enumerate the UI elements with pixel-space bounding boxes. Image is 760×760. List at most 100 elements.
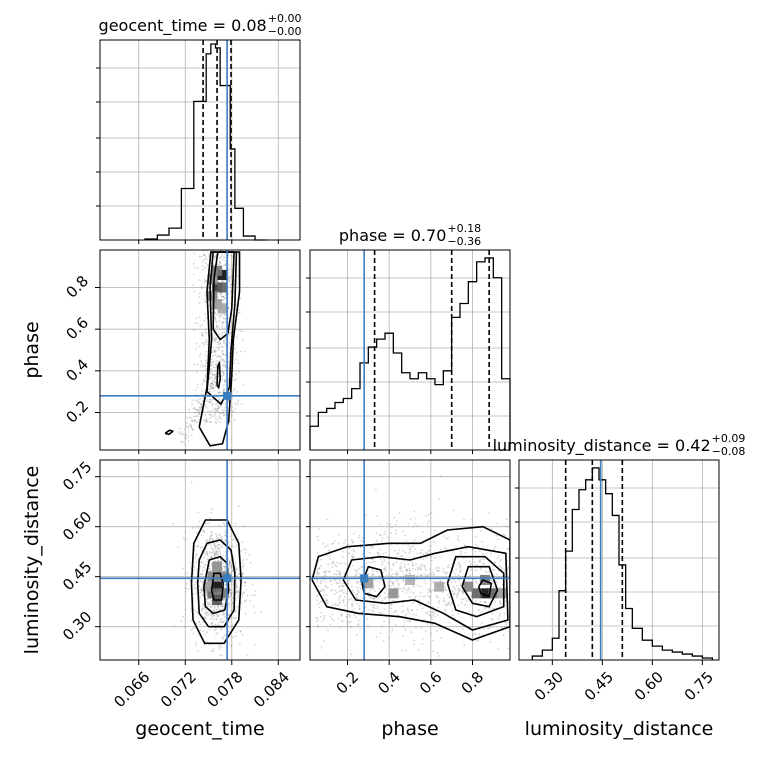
sample-point bbox=[216, 545, 219, 548]
sample-point bbox=[380, 625, 383, 628]
sample-point bbox=[431, 618, 434, 621]
sample-point bbox=[200, 589, 203, 592]
title-main-geocent_time: geocent_time = 0.08 bbox=[99, 16, 267, 36]
sample-point bbox=[213, 257, 216, 260]
sample-point bbox=[217, 341, 220, 344]
density-cell bbox=[363, 578, 374, 589]
sample-point bbox=[239, 330, 242, 332]
sample-point bbox=[229, 603, 232, 606]
sample-point bbox=[217, 398, 220, 401]
sample-point bbox=[205, 362, 208, 365]
sample-point bbox=[414, 517, 417, 520]
sample-point bbox=[494, 561, 497, 564]
sample-point bbox=[223, 341, 226, 344]
sample-point bbox=[462, 598, 465, 600]
sample-point bbox=[384, 565, 387, 568]
sample-point bbox=[352, 608, 355, 611]
sample-point bbox=[201, 594, 204, 597]
sample-point bbox=[400, 555, 403, 558]
sample-point bbox=[484, 601, 487, 603]
sample-point bbox=[221, 543, 224, 546]
sample-point bbox=[396, 552, 399, 555]
sample-point bbox=[459, 571, 461, 574]
sample-point bbox=[316, 580, 319, 583]
sample-point bbox=[489, 641, 492, 643]
sample-point bbox=[506, 568, 509, 571]
sample-point bbox=[430, 512, 433, 514]
sample-point bbox=[417, 649, 420, 652]
sample-point bbox=[204, 414, 207, 417]
sample-point bbox=[214, 339, 216, 341]
sample-point bbox=[491, 618, 494, 621]
sample-point bbox=[199, 547, 202, 549]
sample-point bbox=[439, 579, 442, 582]
sample-point bbox=[372, 574, 375, 577]
sample-point bbox=[242, 562, 245, 565]
sample-point bbox=[209, 376, 211, 378]
sample-point bbox=[222, 411, 225, 414]
sample-point bbox=[231, 580, 234, 583]
sample-point bbox=[216, 409, 219, 412]
contour-level-4 bbox=[461, 565, 499, 608]
sample-point bbox=[499, 560, 502, 563]
sample-point bbox=[436, 569, 439, 572]
sample-point bbox=[410, 545, 413, 548]
sample-point bbox=[316, 617, 319, 620]
sample-point bbox=[222, 365, 225, 368]
x-tick-label-luminosity_distance: 0.60 bbox=[631, 668, 667, 704]
sample-point bbox=[231, 397, 233, 399]
sample-point bbox=[211, 386, 214, 389]
sample-point bbox=[196, 410, 199, 413]
sample-point bbox=[219, 552, 222, 554]
density-cell bbox=[217, 303, 228, 314]
sample-point bbox=[420, 626, 423, 629]
sample-point bbox=[342, 591, 345, 594]
sample-point bbox=[498, 615, 501, 617]
sample-point bbox=[229, 588, 232, 591]
sample-point bbox=[351, 604, 353, 607]
sample-point bbox=[490, 527, 493, 530]
sample-point bbox=[216, 326, 218, 329]
sample-point bbox=[394, 610, 397, 613]
hist-panel-geocent_time bbox=[96, 39, 301, 241]
sample-point bbox=[214, 375, 217, 378]
sample-point bbox=[214, 605, 216, 608]
sample-point bbox=[490, 579, 493, 582]
sample-point bbox=[375, 532, 378, 535]
panel-content bbox=[311, 475, 510, 657]
sample-point bbox=[406, 609, 409, 612]
sample-point bbox=[342, 582, 345, 585]
truth-marker bbox=[360, 574, 369, 583]
sample-point bbox=[206, 552, 209, 555]
sample-point bbox=[184, 444, 187, 447]
sample-point bbox=[370, 604, 373, 606]
sample-point bbox=[200, 561, 203, 564]
sample-point bbox=[245, 599, 248, 601]
sample-point bbox=[210, 382, 212, 385]
sample-point bbox=[396, 572, 399, 575]
sample-point bbox=[228, 361, 230, 364]
sample-point bbox=[217, 645, 220, 648]
y-tick-label-luminosity_distance: 0.75 bbox=[59, 458, 95, 494]
sample-point bbox=[211, 556, 213, 559]
sample-point bbox=[398, 567, 401, 570]
sample-point bbox=[222, 611, 225, 614]
sample-point bbox=[212, 373, 215, 376]
sample-point bbox=[195, 409, 198, 411]
sample-point bbox=[229, 565, 231, 568]
sample-point bbox=[214, 255, 217, 258]
sample-point bbox=[200, 393, 203, 396]
sample-point bbox=[204, 313, 207, 315]
sample-point bbox=[328, 555, 331, 557]
sample-point bbox=[353, 550, 355, 553]
sample-point bbox=[448, 595, 451, 598]
sample-point bbox=[200, 255, 203, 258]
sample-point bbox=[376, 570, 379, 573]
x-tick-label-phase: 0.6 bbox=[416, 668, 446, 698]
sample-point bbox=[456, 538, 459, 540]
sample-point bbox=[482, 562, 485, 565]
sample-point bbox=[198, 620, 200, 623]
sample-point bbox=[199, 397, 202, 400]
sample-point bbox=[355, 593, 358, 596]
sample-point bbox=[222, 321, 225, 324]
